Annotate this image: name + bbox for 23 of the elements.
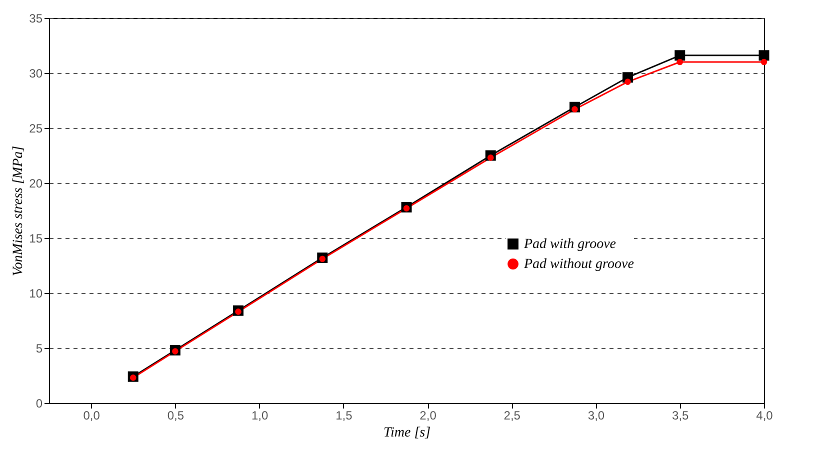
y-tick-label: 30 xyxy=(29,66,43,80)
x-tick-label: 1,0 xyxy=(251,408,268,422)
legend-label: Pad without groove xyxy=(523,257,634,272)
x-tick-label: 0,0 xyxy=(83,408,100,422)
x-tick-label: 2,5 xyxy=(504,408,521,422)
x-tick-label: 1,5 xyxy=(336,408,353,422)
y-tick-label: 15 xyxy=(29,232,43,246)
x-axis-title: Time [s] xyxy=(383,426,431,440)
y-tick-label: 0 xyxy=(36,396,43,410)
point xyxy=(758,50,770,61)
y-tick-label: 25 xyxy=(29,122,43,136)
y-tick-label: 35 xyxy=(29,12,43,26)
x-tick-label: 3,0 xyxy=(588,408,605,422)
y-tick-label: 10 xyxy=(29,286,43,300)
x-tick-label: 4,0 xyxy=(756,408,774,422)
legend-label: Pad with groove xyxy=(523,237,616,252)
x-tick-label: 3,5 xyxy=(672,408,690,422)
point xyxy=(674,50,686,61)
y-tick-label: 5 xyxy=(36,342,43,356)
y-tick-label: 20 xyxy=(29,176,43,190)
x-tick-label: 2,0 xyxy=(420,408,437,422)
x-tick-label: 0,5 xyxy=(167,408,184,422)
y-axis-title: VonMises stress [MPa] xyxy=(11,146,26,276)
